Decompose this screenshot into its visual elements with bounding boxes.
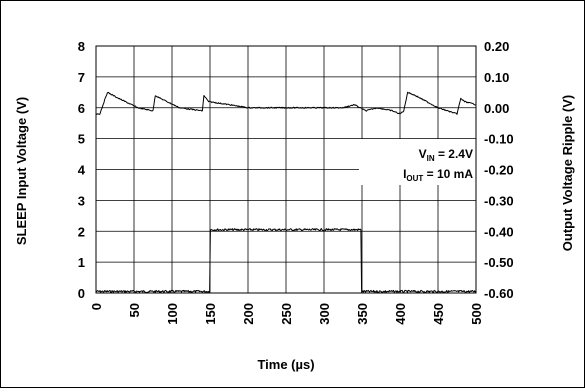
y-right-tick-label: -0.20	[484, 163, 514, 178]
y-right-tick-label: -0.40	[484, 224, 514, 239]
x-tick-label: 500	[469, 303, 484, 325]
iout-annotation: IOUT = 10 mA	[403, 167, 473, 183]
y-left-tick-label: 6	[78, 101, 85, 116]
y-right-tick-label: -0.50	[484, 255, 514, 270]
x-tick-label: 0	[89, 303, 104, 310]
x-tick-label: 200	[241, 303, 256, 325]
x-tick-label: 450	[431, 303, 446, 325]
vin-annotation: VIN = 2.4V	[419, 147, 473, 163]
y-left-tick-label: 1	[78, 255, 85, 270]
y-left-tick-label: 8	[78, 39, 85, 54]
y-axis-left-label: SLEEP Input Voltage (V)	[14, 97, 29, 245]
y-right-tick-label: 0.10	[484, 70, 509, 85]
y-left-tick-label: 5	[78, 132, 85, 147]
y-left-tick-label: 7	[78, 70, 85, 85]
x-tick-label: 350	[355, 303, 370, 325]
plot-border	[95, 45, 477, 294]
y-right-tick-label: -0.10	[484, 132, 514, 147]
y-right-tick-label: 0.20	[484, 39, 509, 54]
x-axis-label: Time (µs)	[257, 357, 314, 372]
x-tick-label: 100	[165, 303, 180, 325]
tick-labels: 0 1 2 3 4 5 6 7 8 -0.60 -0.50 -0.40 -0.30 -0.20 -0.10 0…	[78, 39, 514, 325]
y-axis-right-label: Output Voltage Ripple (V)	[560, 95, 575, 251]
y-right-tick-label: -0.60	[484, 286, 514, 301]
y-right-tick-label: 0.00	[484, 101, 509, 116]
x-tick-label: 50	[127, 303, 142, 317]
x-tick-label: 250	[279, 303, 294, 325]
output-ripple-trace	[95, 91, 477, 115]
x-tick-label: 300	[317, 303, 332, 325]
y-left-tick-label: 0	[78, 286, 85, 301]
y-left-tick-label: 4	[78, 163, 86, 178]
x-tick-label: 150	[203, 303, 218, 325]
x-tick-label: 400	[393, 303, 408, 325]
annotation-box	[359, 139, 476, 185]
y-left-tick-label: 2	[78, 224, 85, 239]
y-right-tick-label: -0.30	[484, 193, 514, 208]
y-left-tick-label: 3	[78, 193, 85, 208]
